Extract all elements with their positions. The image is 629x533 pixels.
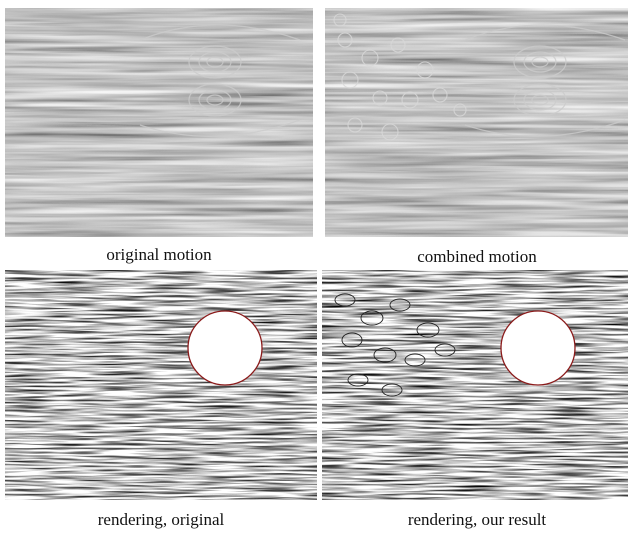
- image-combined-motion: [325, 8, 628, 237]
- image-rendering-result: [322, 270, 628, 500]
- caption: rendering, original: [98, 510, 225, 529]
- caption: original motion: [106, 245, 212, 264]
- caption: rendering, our result: [408, 510, 547, 529]
- figure: original motion combined motion renderin…: [0, 0, 629, 533]
- image-rendering-original: [5, 270, 317, 500]
- image-original-motion: [5, 8, 313, 237]
- caption: combined motion: [417, 247, 537, 266]
